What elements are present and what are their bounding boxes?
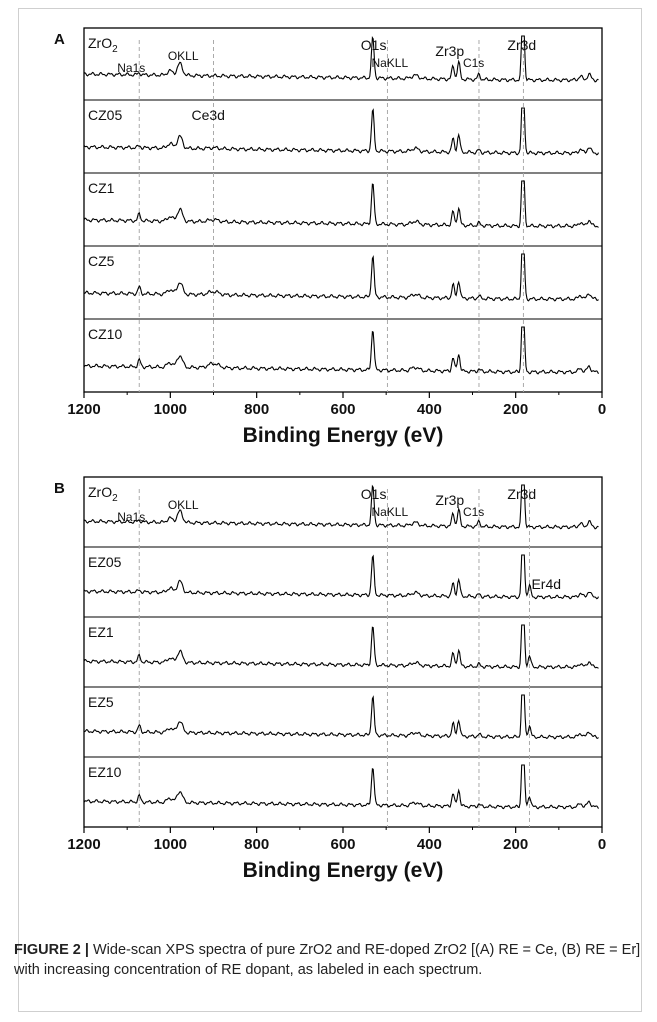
peak-label-okll: OKLL (168, 49, 199, 63)
spectrum-line-cz10 (83, 326, 599, 375)
spectrum-label-ez05: EZ05 (88, 554, 122, 570)
spectrum-line-cz1 (83, 180, 599, 229)
peak-label-zr3p: Zr3p (435, 492, 464, 508)
x-tick-label: 1200 (67, 401, 100, 418)
spectrum-label-zro2: ZrO2 (88, 35, 118, 55)
peak-label-okll: OKLL (168, 498, 199, 512)
spectrum-line-ez10 (83, 764, 599, 810)
spectrum-label-cz10: CZ10 (88, 326, 122, 342)
x-tick-label: 800 (244, 836, 269, 853)
peak-label-nakll: NaKLL (371, 56, 408, 70)
x-tick-label: 400 (417, 836, 442, 853)
figure-caption: FIGURE 2 | Wide-scan XPS spectra of pure… (14, 940, 642, 980)
spectrum-line-zro2 (83, 35, 599, 83)
spectrum-line-cz5 (83, 253, 599, 302)
spectrum-line-ez5 (83, 694, 599, 740)
x-tick-label: 400 (417, 401, 442, 418)
spectrum-label-cz1: CZ1 (88, 180, 115, 196)
x-tick-label: 600 (330, 401, 355, 418)
peak-label-c1s: C1s (463, 56, 484, 70)
xps-panel-a: ZrO2CZ05CZ1CZ5CZ10ANa1sOKLLO1sNaKLLZr3pC… (54, 27, 606, 447)
peak-label-zr3d: Zr3d (507, 486, 536, 502)
spectrum-line-cz05 (83, 107, 599, 156)
panel-letter: B (54, 480, 65, 497)
peak-label-c1s: C1s (463, 505, 484, 519)
peak-label-na1s: Na1s (117, 510, 145, 524)
spectrum-line-ez1 (83, 624, 599, 670)
peak-label-nakll: NaKLL (371, 505, 408, 519)
dopant-label-ce3d: Ce3d (192, 107, 225, 123)
spectrum-label-cz05: CZ05 (88, 107, 122, 123)
panel-letter: A (54, 31, 65, 48)
xps-figure: ZrO2CZ05CZ1CZ5CZ10ANa1sOKLLO1sNaKLLZr3pC… (54, 27, 606, 882)
xps-panel-b: ZrO2 EZ05 EZ1 EZ5 EZ10 B Na1s OKLL O1s NaKLL Zr3pC… (54, 476, 606, 882)
spectrum-label-ez1: EZ1 (88, 624, 114, 640)
spectrum-line-ez05 (83, 554, 599, 600)
x-tick-label: 0 (598, 836, 606, 853)
spectrum-label-zro2: ZrO2 (88, 484, 118, 504)
peak-label-o1s: O1s (361, 37, 387, 53)
spectrum-label-cz5: CZ5 (88, 253, 115, 269)
x-tick-label: 0 (598, 401, 606, 418)
spectrum-line-zro2 (83, 484, 599, 530)
peak-label-zr3d: Zr3d (507, 37, 536, 53)
peak-label-o1s: O1s (361, 486, 387, 502)
x-tick-label: 800 (244, 401, 269, 418)
spectrum-label-ez10: EZ10 (88, 764, 122, 780)
figure-frame (18, 8, 642, 1012)
peak-label-zr3p: Zr3p (435, 43, 464, 59)
x-tick-label: 1000 (154, 401, 187, 418)
peak-label-na1s: Na1s (117, 61, 145, 75)
x-tick-label: 600 (330, 836, 355, 853)
x-tick-label: 1000 (154, 836, 187, 853)
caption-text: Wide-scan XPS spectra of pure ZrO2 and R… (14, 942, 641, 978)
x-tick-label: 1200 (67, 836, 100, 853)
x-axis-title: Binding Energy (eV) (243, 424, 444, 447)
x-axis-title: Binding Energy (eV) (243, 859, 444, 882)
x-tick-label: 200 (503, 401, 528, 418)
dopant-label-er4d: Er4d (531, 576, 561, 592)
caption-prefix: FIGURE 2 | (14, 942, 89, 958)
spectrum-label-ez5: EZ5 (88, 694, 114, 710)
x-tick-label: 200 (503, 836, 528, 853)
